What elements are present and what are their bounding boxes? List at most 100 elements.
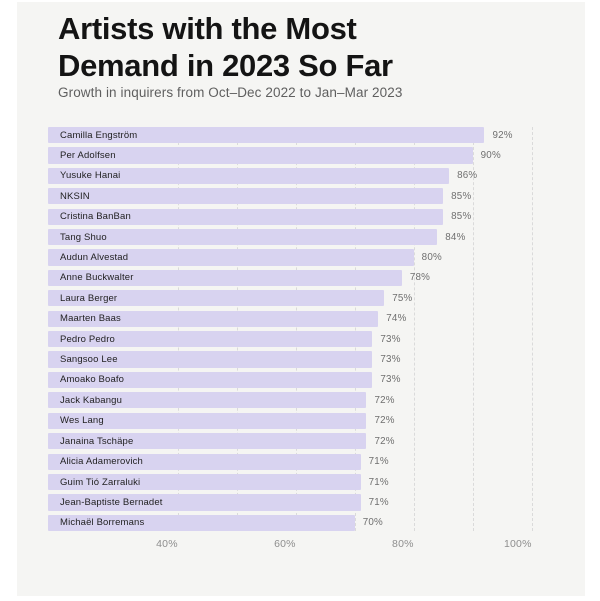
bar: NKSIN [48,188,444,205]
bar-row: Yusuke Hanai 86% [48,167,557,184]
bar-row: Jean-Baptiste Bernadet 71% [48,494,557,511]
artist-name-label: Jean-Baptiste Bernadet [60,496,163,508]
value-label: 86% [457,170,478,182]
x-axis: 40% 60% 80% 100% [48,538,557,552]
bar-row: NKSIN 85% [48,188,557,205]
value-label: 72% [374,435,395,447]
artist-name-label: Audun Alvestad [60,252,129,264]
bar: Laura Berger [48,290,385,307]
bar: Per Adolfsen [48,147,473,164]
gridline [354,127,356,531]
value-label: 71% [368,496,389,508]
bar-rows: Camilla Engström 92% Per Adolfsen 90% Yusuke… [48,127,557,531]
value-label: 75% [392,292,413,304]
artist-name-label: Camilla Engström [60,129,138,141]
artist-name-label: Tang Shuo [60,231,107,243]
bar-row: Audun Alvestad 80% [48,249,557,266]
bar-row: Wes Lang 72% [48,412,557,429]
gridline [472,127,474,531]
value-label: 78% [409,272,431,284]
value-label: 73% [380,354,401,366]
artist-name-label: Michaël Borremans [60,517,145,529]
value-label: 74% [386,313,407,325]
artist-name-label: Sangsoo Lee [60,354,118,366]
value-label: 72% [374,415,395,427]
bar: Jack Kabangu [48,392,367,409]
bar: Tang Shuo [48,229,438,246]
value-label: 70% [362,517,383,529]
gridline [413,127,415,531]
gridline-layer [48,127,557,531]
artist-name-label: NKSIN [60,190,90,202]
bar-row: Camilla Engström 92% [48,127,557,144]
bar-row: Cristina BanBan 85% [48,208,557,225]
artist-name-label: Yusuke Hanai [60,170,121,182]
bar-row: Per Adolfsen 90% [48,147,557,164]
gridline [177,127,179,531]
axis-tick-label: 60% [274,538,296,550]
artist-name-label: Anne Buckwalter [60,272,134,284]
artist-name-label: Cristina BanBan [60,211,131,223]
bar: Janaina Tschäpe [48,433,367,450]
bar: Audun Alvestad [48,249,414,266]
gridline [531,127,533,531]
bar-row: Alicia Adamerovich 71% [48,453,557,470]
artist-name-label: Pedro Pedro [60,333,115,345]
value-label: 84% [445,231,466,243]
chart-subtitle: Growth in inquirers from Oct–Dec 2022 to… [58,85,403,100]
bar-row: Laura Berger 75% [48,290,557,307]
value-label: 73% [380,374,401,386]
bar: Wes Lang [48,412,367,429]
chart-title: Artists with the Most Demand in 2023 So F… [58,10,393,84]
axis-tick-label: 80% [392,538,414,550]
value-label: 71% [368,456,389,468]
value-label: 85% [451,211,472,223]
bar: Guim Tió Zarraluki [48,473,361,491]
artist-name-label: Amoako Boafo [60,374,125,386]
bar: Yusuke Hanai [48,167,450,184]
value-label: 71% [368,476,389,488]
bar-row: Anne Buckwalter 78% [48,269,557,287]
bar-row: Sangsoo Lee 73% [48,351,557,368]
bar-row: Tang Shuo 84% [48,229,557,246]
bar-row: Michaël Borremans 70% [48,514,557,531]
axis-tick-label: 40% [156,538,178,550]
artist-name-label: Jack Kabangu [60,394,123,406]
bar-row: Jack Kabangu 72% [48,392,557,409]
bar: Cristina BanBan [48,208,444,225]
bar-row: Pedro Pedro 73% [48,331,557,348]
value-label: 73% [380,333,401,345]
bar-row: Maarten Baas 74% [48,310,557,327]
chart-title-line2: Demand in 2023 So Far [58,48,393,83]
bar: Alicia Adamerovich [48,453,361,470]
artist-name-label: Per Adolfsen [60,150,116,161]
chart-plot: Camilla Engström 92% Per Adolfsen 90% Yusuke… [48,127,557,531]
bar: Pedro Pedro [48,331,373,348]
value-label: 72% [374,394,395,406]
bar: Maarten Baas [48,310,379,327]
artist-name-label: Wes Lang [60,415,104,427]
bar-row: Guim Tió Zarraluki 71% [48,473,557,491]
value-label: 80% [421,252,442,264]
artist-name-label: Maarten Baas [60,313,121,325]
bar: Amoako Boafo [48,371,373,389]
value-label: 90% [480,150,501,161]
bar-row: Janaina Tschäpe 72% [48,433,557,450]
bar: Michaël Borremans [48,514,355,531]
bar: Camilla Engström [48,127,485,144]
artist-name-label: Alicia Adamerovich [60,456,143,468]
gridline [236,127,238,531]
artist-name-label: Janaina Tschäpe [60,435,134,447]
bar: Sangsoo Lee [48,351,373,368]
artist-name-label: Guim Tió Zarraluki [60,476,141,488]
chart-title-line1: Artists with the Most [58,11,357,46]
value-label: 85% [451,190,472,202]
chart-card: Artists with the Most Demand in 2023 So F… [17,2,585,596]
bar: Anne Buckwalter [48,269,402,287]
bar: Jean-Baptiste Bernadet [48,494,361,511]
axis-tick-label: 100% [503,538,532,550]
artist-name-label: Laura Berger [60,292,118,304]
bar-row: Amoako Boafo 73% [48,371,557,389]
value-label: 92% [492,129,513,141]
gridline [295,127,297,531]
